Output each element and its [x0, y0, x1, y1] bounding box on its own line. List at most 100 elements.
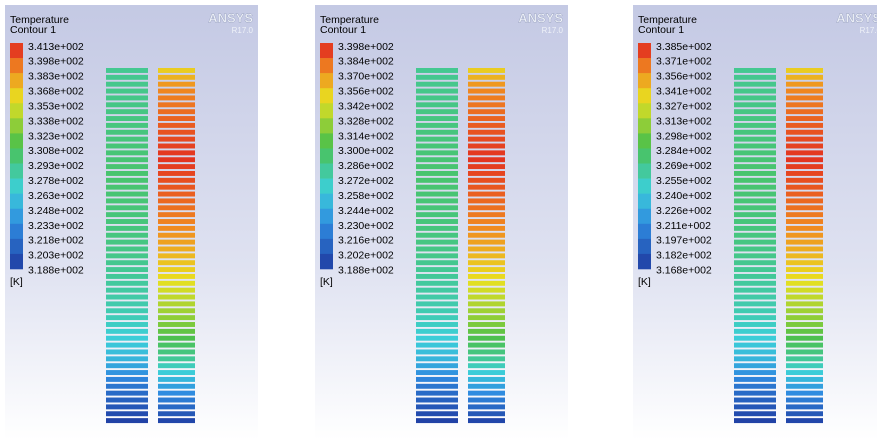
stripe [734, 116, 776, 121]
stripe [416, 226, 458, 231]
stripe [786, 411, 823, 416]
stripe [468, 212, 505, 217]
stripe [468, 404, 505, 409]
stripe [416, 219, 458, 224]
colorbar-band [10, 118, 23, 133]
stripe [106, 398, 148, 403]
stripe [158, 253, 195, 258]
stripe [158, 75, 195, 80]
stripe [106, 315, 148, 320]
stripe [416, 205, 458, 210]
stripe [734, 288, 776, 293]
stripe [468, 102, 505, 107]
stripe [786, 95, 823, 100]
stripe [468, 233, 505, 238]
stripe [468, 281, 505, 286]
stripe [416, 377, 458, 382]
legend-label: 3.385e+002 [656, 41, 712, 53]
colorbar-band [320, 239, 333, 254]
stripe [106, 247, 148, 252]
stripe [734, 82, 776, 87]
stripe [786, 185, 823, 190]
stripe [416, 123, 458, 128]
legend-label: 3.353e+002 [28, 100, 84, 112]
legend-unit: [K] [638, 276, 651, 288]
stripe [734, 68, 776, 73]
legend-label: 3.383e+002 [28, 71, 84, 83]
stripe [734, 260, 776, 265]
colorbar-band [10, 179, 23, 194]
stripe [468, 295, 505, 300]
legend-label: 3.370e+002 [338, 71, 394, 83]
stripe [158, 247, 195, 252]
stripe [416, 404, 458, 409]
stripe [158, 171, 195, 176]
stripe [106, 130, 148, 135]
stripe [734, 356, 776, 361]
stripe [416, 144, 458, 149]
colorbar-band [10, 43, 23, 58]
colorbar-band [10, 133, 23, 148]
stripe [468, 411, 505, 416]
stripe [106, 295, 148, 300]
stripe [734, 363, 776, 368]
stripe [734, 233, 776, 238]
stripe [786, 68, 823, 73]
stripe [106, 150, 148, 155]
stripe [416, 411, 458, 416]
stripe [416, 329, 458, 334]
stripe [106, 370, 148, 375]
legend-label: 3.269e+002 [656, 160, 712, 172]
stripe [468, 171, 505, 176]
stripe [734, 377, 776, 382]
legend-label: 3.230e+002 [338, 220, 394, 232]
stripe [786, 322, 823, 327]
stripe [106, 116, 148, 121]
stripe [106, 219, 148, 224]
colorbar-band [638, 43, 651, 58]
legend-label: 3.188e+002 [28, 265, 84, 277]
stripe [158, 363, 195, 368]
stripe [106, 171, 148, 176]
colorbar-band [320, 194, 333, 209]
stripe [786, 226, 823, 231]
stripe [416, 212, 458, 217]
stripe [468, 315, 505, 320]
colorbar-band [10, 88, 23, 103]
stripe [158, 377, 195, 382]
stripe [416, 253, 458, 258]
legend-label: 3.328e+002 [338, 115, 394, 127]
stripe [158, 82, 195, 87]
stripe [416, 75, 458, 80]
stripe [468, 384, 505, 389]
stripe [158, 267, 195, 272]
stripe [158, 164, 195, 169]
stripe [416, 150, 458, 155]
colorbar-band [320, 43, 333, 58]
stripe [468, 198, 505, 203]
stripe [106, 274, 148, 279]
stripe [158, 233, 195, 238]
legend-label: 3.182e+002 [656, 250, 712, 262]
stripe [786, 247, 823, 252]
legend-label: 3.298e+002 [656, 130, 712, 142]
stripe [106, 102, 148, 107]
stripe [734, 89, 776, 94]
stripe [468, 391, 505, 396]
stripe [416, 288, 458, 293]
legend-label: 3.272e+002 [338, 175, 394, 187]
stripe [158, 308, 195, 313]
stripe [734, 336, 776, 341]
stripe [416, 102, 458, 107]
stripe [468, 267, 505, 272]
stripe [158, 226, 195, 231]
legend-label: 3.338e+002 [28, 115, 84, 127]
stripe [786, 192, 823, 197]
legend-label: 3.398e+002 [28, 56, 84, 68]
legend-label: 3.314e+002 [338, 130, 394, 142]
stripe [158, 68, 195, 73]
stripe [416, 192, 458, 197]
stripe [734, 404, 776, 409]
stripe [468, 322, 505, 327]
stripe [786, 233, 823, 238]
